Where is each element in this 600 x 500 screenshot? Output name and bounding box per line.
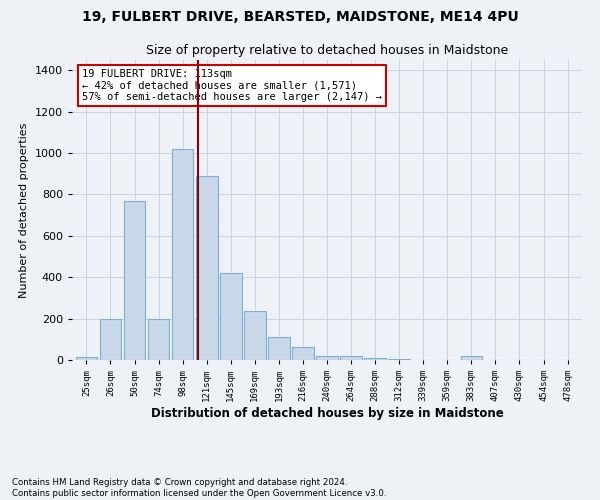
Text: Contains HM Land Registry data © Crown copyright and database right 2024.
Contai: Contains HM Land Registry data © Crown c…	[12, 478, 386, 498]
Bar	[220, 273, 242, 360]
Bar	[316, 356, 338, 360]
Bar	[76, 357, 97, 360]
Bar	[268, 337, 290, 360]
Y-axis label: Number of detached properties: Number of detached properties	[19, 122, 29, 298]
Bar	[364, 358, 386, 360]
Bar	[124, 200, 145, 360]
Bar	[100, 318, 121, 360]
Bar	[340, 356, 362, 360]
Text: 19 FULBERT DRIVE: 113sqm
← 42% of detached houses are smaller (1,571)
57% of sem: 19 FULBERT DRIVE: 113sqm ← 42% of detach…	[82, 69, 382, 102]
Bar	[196, 176, 218, 360]
Title: Size of property relative to detached houses in Maidstone: Size of property relative to detached ho…	[146, 44, 508, 58]
Bar	[292, 346, 314, 360]
Bar	[148, 318, 169, 360]
Bar	[244, 312, 266, 360]
Bar	[172, 149, 193, 360]
X-axis label: Distribution of detached houses by size in Maidstone: Distribution of detached houses by size …	[151, 407, 503, 420]
Text: 19, FULBERT DRIVE, BEARSTED, MAIDSTONE, ME14 4PU: 19, FULBERT DRIVE, BEARSTED, MAIDSTONE, …	[82, 10, 518, 24]
Bar	[388, 359, 410, 360]
Bar	[461, 356, 482, 360]
